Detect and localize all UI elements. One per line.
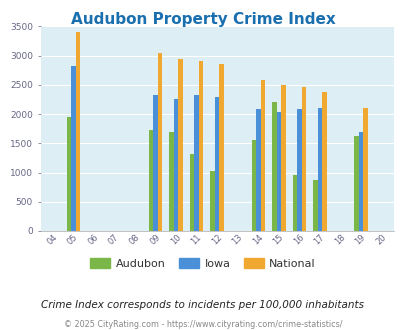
- Bar: [358, 132, 362, 231]
- Bar: [214, 97, 219, 231]
- Bar: [292, 175, 296, 231]
- Bar: [312, 180, 317, 231]
- Bar: [251, 140, 256, 231]
- Bar: [153, 95, 158, 231]
- Text: Audubon Property Crime Index: Audubon Property Crime Index: [70, 12, 335, 26]
- Bar: [271, 102, 276, 231]
- Bar: [353, 136, 358, 231]
- Bar: [317, 108, 321, 231]
- Legend: Audubon, Iowa, National: Audubon, Iowa, National: [85, 254, 320, 273]
- Bar: [71, 66, 75, 231]
- Bar: [260, 80, 264, 231]
- Bar: [66, 117, 71, 231]
- Bar: [169, 132, 173, 231]
- Bar: [276, 112, 280, 231]
- Bar: [362, 108, 367, 231]
- Bar: [280, 85, 285, 231]
- Bar: [75, 32, 80, 231]
- Bar: [296, 109, 301, 231]
- Text: Crime Index corresponds to incidents per 100,000 inhabitants: Crime Index corresponds to incidents per…: [41, 300, 364, 310]
- Bar: [301, 86, 305, 231]
- Bar: [173, 99, 178, 231]
- Bar: [210, 171, 214, 231]
- Bar: [194, 95, 198, 231]
- Text: © 2025 CityRating.com - https://www.cityrating.com/crime-statistics/: © 2025 CityRating.com - https://www.city…: [64, 319, 341, 329]
- Bar: [219, 64, 224, 231]
- Bar: [198, 61, 203, 231]
- Bar: [149, 130, 153, 231]
- Bar: [190, 154, 194, 231]
- Bar: [178, 58, 183, 231]
- Bar: [158, 53, 162, 231]
- Bar: [256, 109, 260, 231]
- Bar: [321, 92, 326, 231]
